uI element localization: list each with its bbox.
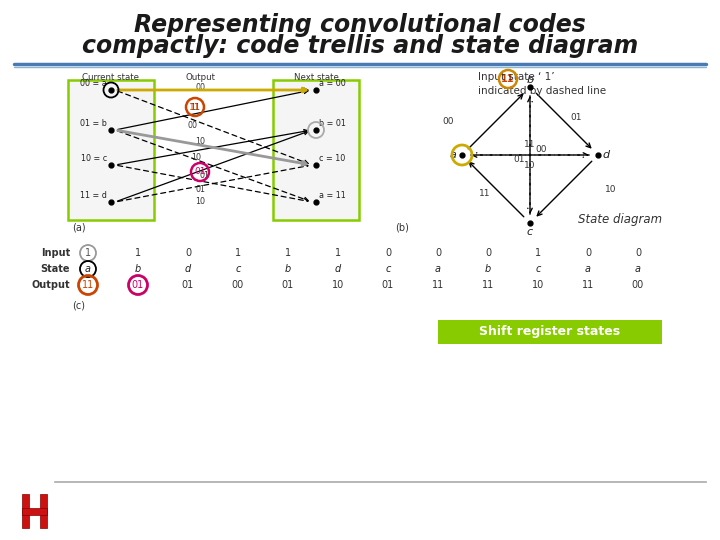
Text: 01: 01 — [199, 171, 209, 179]
Text: (c): (c) — [72, 300, 85, 310]
Text: 11: 11 — [189, 103, 201, 111]
Text: 11: 11 — [582, 280, 594, 290]
Text: a: a — [85, 264, 91, 274]
Text: 10: 10 — [532, 280, 544, 290]
Text: 0: 0 — [435, 248, 441, 258]
Text: 0: 0 — [385, 248, 391, 258]
Bar — [273, 80, 359, 220]
Text: a: a — [449, 150, 456, 160]
Text: Input: Input — [41, 248, 70, 258]
Text: b: b — [485, 264, 491, 274]
Text: 11: 11 — [432, 280, 444, 290]
Text: 01 = b: 01 = b — [80, 119, 107, 128]
Text: 10: 10 — [524, 161, 536, 170]
Text: Next state: Next state — [294, 72, 338, 82]
Text: 00: 00 — [232, 280, 244, 290]
Text: 11: 11 — [82, 280, 94, 290]
Text: 01: 01 — [132, 280, 144, 290]
Text: 10: 10 — [191, 152, 201, 161]
Text: b: b — [526, 75, 534, 85]
Text: 10: 10 — [605, 185, 616, 193]
Text: 0: 0 — [485, 248, 491, 258]
Text: 01: 01 — [382, 280, 394, 290]
Text: Representing convolutional codes: Representing convolutional codes — [134, 13, 586, 37]
Bar — [22, 494, 29, 528]
Text: 01: 01 — [570, 112, 582, 122]
Text: State: State — [40, 264, 70, 274]
Text: 1: 1 — [335, 248, 341, 258]
Text: b: b — [285, 264, 291, 274]
Text: State diagram: State diagram — [578, 213, 662, 226]
Text: 01: 01 — [282, 280, 294, 290]
Text: 11 = d: 11 = d — [80, 191, 107, 200]
Text: 01: 01 — [194, 167, 206, 177]
Text: Shift register states: Shift register states — [480, 326, 621, 339]
Text: Output: Output — [185, 72, 215, 82]
Text: 11: 11 — [524, 140, 536, 149]
Text: 01: 01 — [182, 280, 194, 290]
Text: a: a — [435, 264, 441, 274]
Text: 0: 0 — [585, 248, 591, 258]
Text: a: a — [585, 264, 591, 274]
Text: a: a — [635, 264, 641, 274]
Text: d: d — [335, 264, 341, 274]
Text: 1: 1 — [135, 248, 141, 258]
Text: c: c — [235, 264, 240, 274]
Text: 10 = c: 10 = c — [81, 154, 107, 163]
Text: 10: 10 — [195, 198, 205, 206]
Text: d: d — [185, 264, 191, 274]
Text: 0: 0 — [185, 248, 191, 258]
Text: Input state ‘ 1’
indicated by dashed line: Input state ‘ 1’ indicated by dashed lin… — [478, 72, 606, 96]
Text: 11: 11 — [482, 280, 494, 290]
Text: Current state: Current state — [83, 72, 140, 82]
Text: c: c — [535, 264, 541, 274]
Text: c: c — [385, 264, 391, 274]
Text: 01: 01 — [513, 156, 525, 165]
Text: 00: 00 — [187, 120, 197, 130]
Text: 1: 1 — [235, 248, 241, 258]
Text: d: d — [603, 150, 610, 160]
Text: 00 = a: 00 = a — [80, 79, 107, 88]
Text: 00: 00 — [443, 117, 454, 125]
Text: 10: 10 — [332, 280, 344, 290]
Text: 10: 10 — [195, 138, 205, 146]
Text: compactly: code trellis and state diagram: compactly: code trellis and state diagra… — [82, 34, 638, 58]
Text: 01: 01 — [195, 186, 205, 194]
Text: a = 11: a = 11 — [319, 191, 346, 200]
Bar — [40, 494, 47, 528]
Text: Output: Output — [32, 280, 70, 290]
Text: 0: 0 — [635, 248, 641, 258]
Text: 00: 00 — [195, 83, 205, 91]
Text: 00: 00 — [632, 280, 644, 290]
Text: a = 00: a = 00 — [319, 79, 346, 88]
Text: 11: 11 — [190, 104, 200, 112]
Text: b: b — [135, 264, 141, 274]
Text: b = 01: b = 01 — [319, 119, 346, 128]
Text: c: c — [527, 227, 533, 237]
Bar — [438, 320, 662, 344]
Bar — [22, 508, 47, 515]
Text: 1: 1 — [535, 248, 541, 258]
Text: 11: 11 — [501, 74, 515, 84]
Text: (a): (a) — [72, 223, 86, 233]
Text: 1: 1 — [85, 248, 91, 258]
Text: c = 10: c = 10 — [319, 154, 346, 163]
Text: 11: 11 — [479, 188, 490, 198]
Text: 1: 1 — [285, 248, 291, 258]
Bar — [68, 80, 154, 220]
Text: (b): (b) — [395, 223, 409, 233]
Text: 00: 00 — [535, 145, 546, 154]
